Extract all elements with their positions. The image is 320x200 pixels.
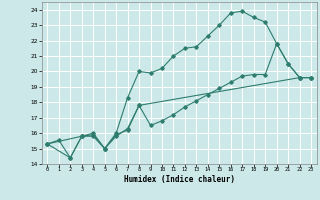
- X-axis label: Humidex (Indice chaleur): Humidex (Indice chaleur): [124, 175, 235, 184]
